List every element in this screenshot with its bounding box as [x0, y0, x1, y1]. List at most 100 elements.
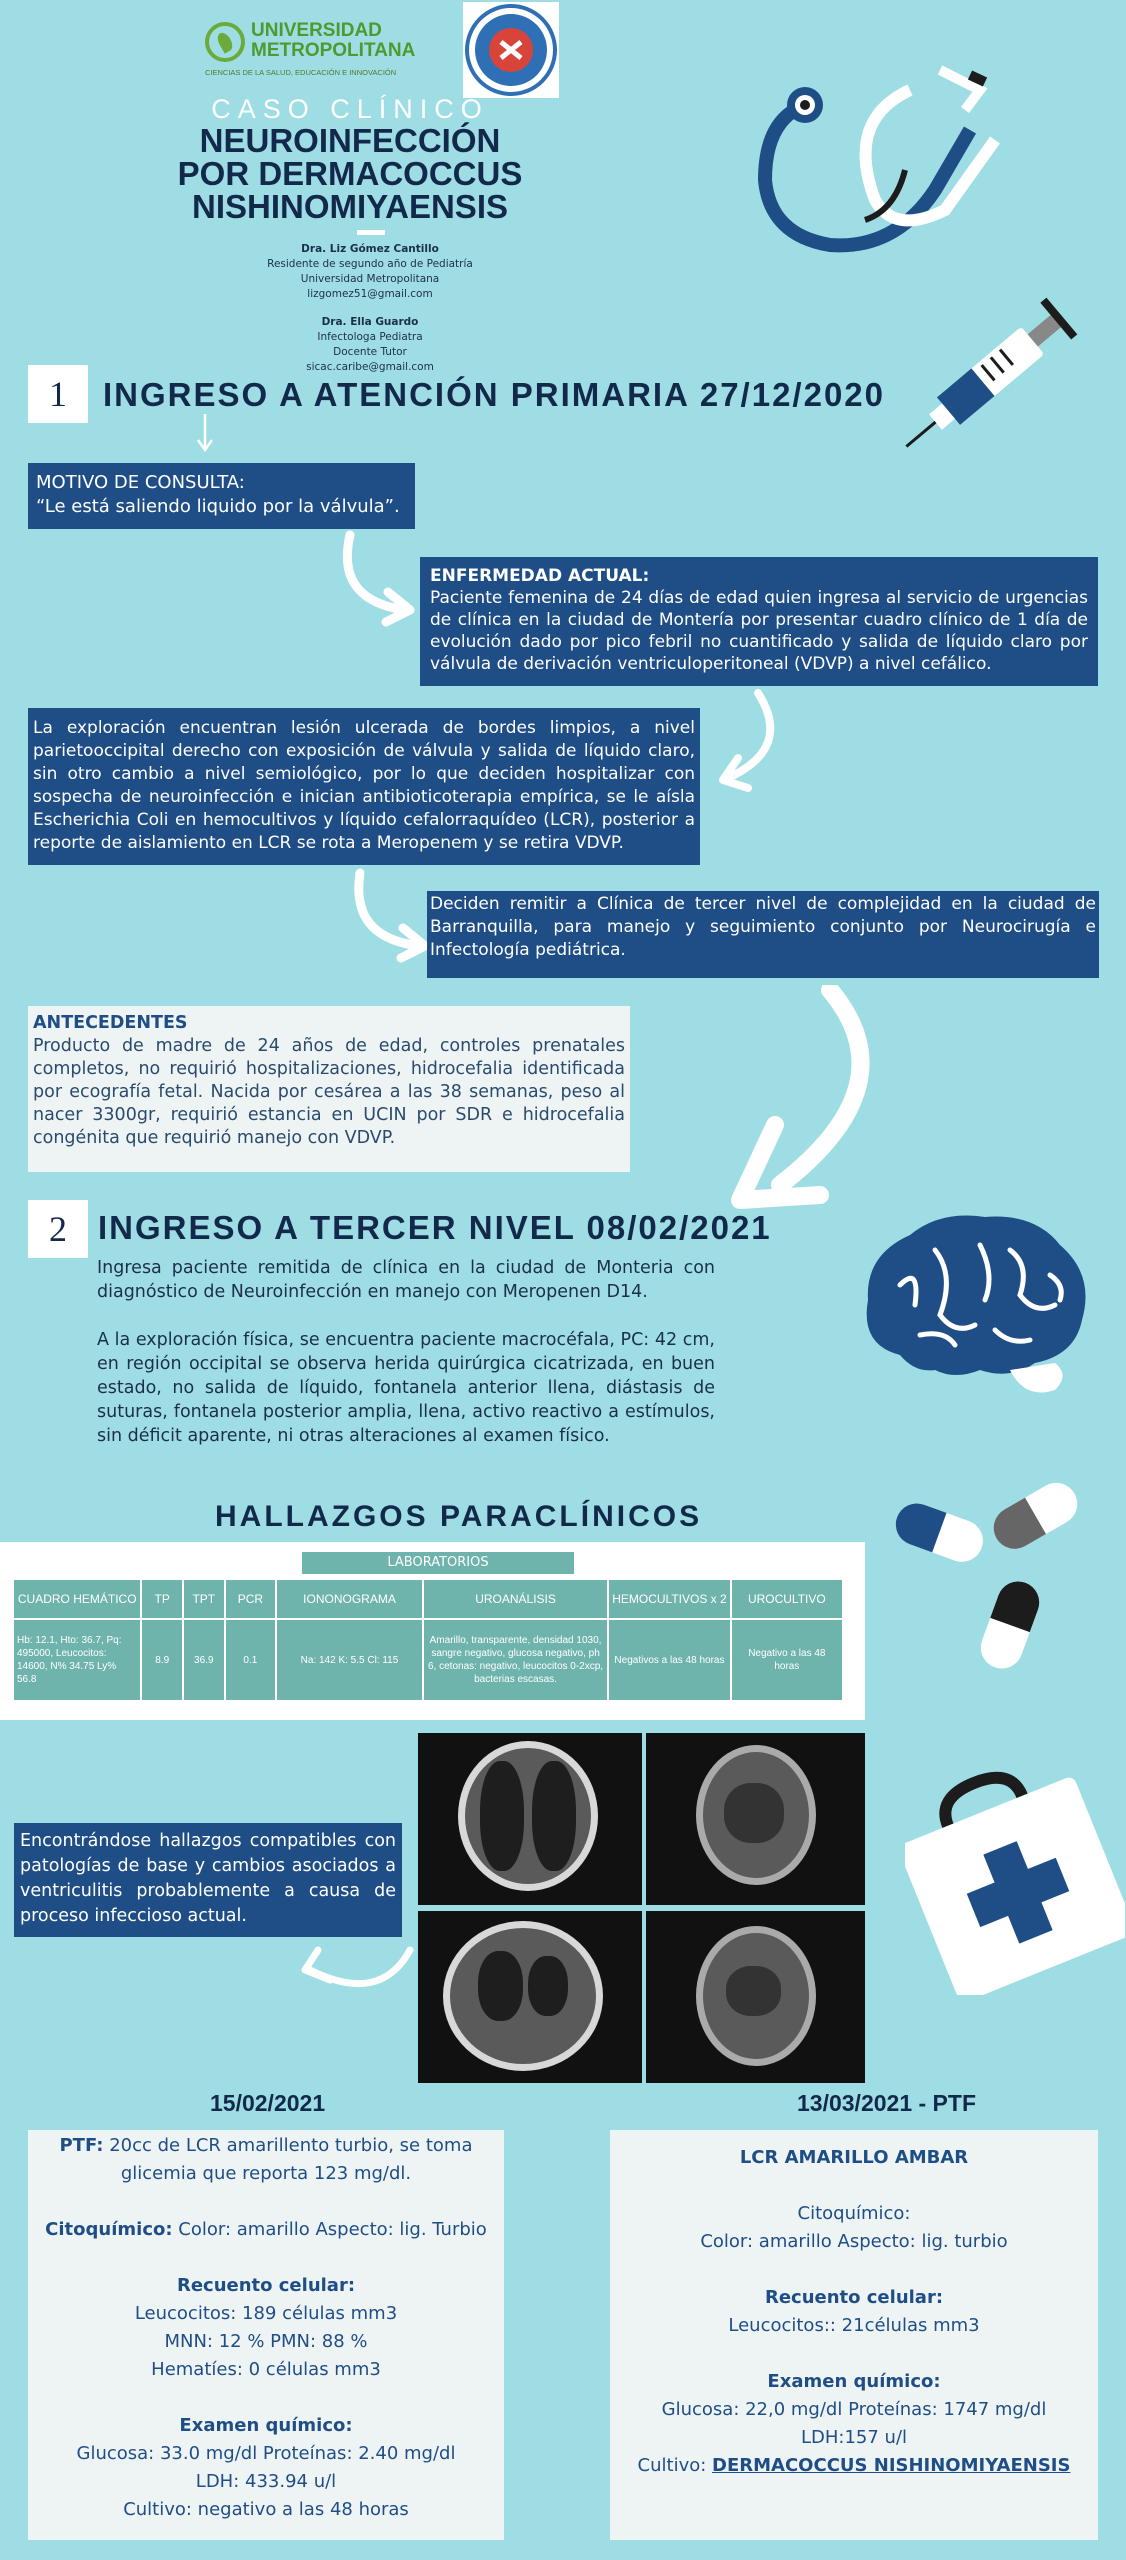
author1-inst: Universidad Metropolitana	[300, 273, 440, 285]
case-label: CASO CLÍNICO	[211, 94, 489, 124]
motivo-box: MOTIVO DE CONSULTA: “Le está saliendo li…	[28, 463, 415, 529]
card2-quimico-label: Examen químico:	[767, 2371, 941, 2392]
lab-header-row: CUADRO HEMÁTICO TP TPT PCR IONONOGRAMA U…	[14, 1580, 842, 1618]
card1-cito-label: Citoquímico:	[45, 2219, 173, 2240]
table-row: Hb: 12.1, Hto: 36.7, Pq: 495000, Leucoci…	[14, 1620, 842, 1700]
title-line-2: POR DERMACOCCUS	[177, 155, 523, 192]
first-aid-kit-icon	[905, 1771, 1125, 1995]
ct-image-3	[418, 1911, 642, 2083]
author2-inst: Docente Tutor	[333, 346, 407, 358]
col-hemocultivos: HEMOCULTIVOS x 2	[609, 1580, 730, 1618]
remision-text: Deciden remitir a Clínica de tercer nive…	[430, 894, 1096, 960]
leaf-icon	[205, 22, 245, 62]
card2-q2: LDH:157 u/l	[800, 2427, 908, 2448]
antecedentes-label: ANTECEDENTES	[33, 1013, 188, 1033]
brain-icon	[866, 1215, 1086, 1393]
title-line-3: NISHINOMIYAENSIS	[191, 188, 508, 225]
logo-line2: METROPOLITANA	[251, 40, 416, 61]
card2-heading: LCR AMARILLO AMBAR	[739, 2147, 969, 2168]
curved-arrow-icon	[342, 530, 415, 627]
card1-rec3: Hematíes: 0 células mm3	[151, 2359, 381, 2380]
card2-cultivo-label: Cultivo:	[637, 2455, 713, 2476]
author2-role: Infectologa Pediatra	[317, 331, 423, 343]
col-tp: TP	[142, 1580, 182, 1618]
col-pcr: PCR	[225, 1580, 276, 1618]
title-line-1: NEUROINFECCIÓN	[199, 122, 501, 159]
curved-arrow-icon	[719, 689, 775, 792]
authors-block: Dra. Liz Gómez Cantillo Residente de seg…	[230, 242, 510, 375]
card2-cito-text: Color: amarillo Aspecto: lig. turbio	[700, 2231, 1008, 2252]
card2-q1: Glucosa: 22,0 mg/dl Proteínas: 1747 mg/d…	[661, 2399, 1047, 2420]
cell-ionograma: Na: 142 K: 5.5 Cl: 115	[277, 1620, 422, 1700]
card1-q2: LDH: 433.94 u/l	[195, 2471, 337, 2492]
ct-summary-text: Encontrándose hallazgos compatibles con …	[20, 1831, 396, 1926]
down-arrow-icon	[196, 414, 214, 453]
author1-email: lizgomez51@gmail.com	[307, 288, 433, 300]
card2-cito-label: Citoquímico:	[797, 2203, 911, 2224]
card2-cultivo-value: DERMACOCCUS NISHINOMIYAENSIS	[712, 2455, 1071, 2476]
divider	[357, 230, 385, 235]
exploracion-text: La exploración encuentran lesión ulcerad…	[33, 718, 695, 853]
enfermedad-text: Paciente femenina de 24 días de edad qui…	[430, 588, 1088, 674]
card2-recuento-label: Recuento celular:	[764, 2287, 944, 2308]
cell-cuadro: Hb: 12.1, Hto: 36.7, Pq: 495000, Leucoci…	[14, 1620, 141, 1700]
card1-q1: Glucosa: 33.0 mg/dl Proteínas: 2.40 mg/d…	[76, 2443, 456, 2464]
col-cuadro: CUADRO HEMÁTICO	[14, 1580, 141, 1618]
col-tpt: TPT	[183, 1580, 224, 1618]
card1: PTF: 20cc de LCR amarillento turbio, se …	[28, 2130, 504, 2540]
cell-hemocultivos: Negativos a las 48 horas	[609, 1620, 730, 1700]
lab-table: CUADRO HEMÁTICO TP TPT PCR IONONOGRAMA U…	[12, 1578, 844, 1702]
pills-icon	[895, 1482, 1078, 1669]
card1-ptf-label: PTF:	[59, 2135, 104, 2156]
section1-number: 1	[28, 365, 88, 423]
col-urocultivo: UROCULTIVO	[731, 1580, 842, 1618]
section2-number: 2	[28, 1200, 88, 1258]
author1-role: Residente de segundo año de Pediatría	[267, 258, 473, 270]
card1-ptf-text: 20cc de LCR amarillento turbio, se toma …	[103, 2135, 473, 2184]
page-title: NEUROINFECCIÓN POR DERMACOCCUS NISHINOMI…	[140, 124, 560, 223]
section2-p2: A la exploración física, se encuentra pa…	[97, 1330, 715, 1446]
author2-email: sicac.caribe@gmail.com	[306, 361, 434, 373]
enfermedad-box: ENFERMEDAD ACTUAL: Paciente femenina de …	[420, 557, 1098, 686]
ct-image-2	[646, 1733, 865, 1905]
antecedentes-box: ANTECEDENTES Producto de madre de 24 año…	[28, 1006, 630, 1172]
logo-line1: UNIVERSIDAD	[251, 20, 382, 41]
cell-urocultivo: Negativo a las 48 horas	[731, 1620, 842, 1700]
card1-cito-text: Color: amarillo Aspecto: lig. Turbio	[172, 2219, 487, 2240]
stethoscope-icon	[757, 65, 1000, 253]
author2-name: Dra. Ella Guardo	[321, 316, 419, 328]
remision-box: Deciden remitir a Clínica de tercer nive…	[427, 891, 1099, 978]
author1-name: Dra. Liz Gómez Cantillo	[301, 243, 439, 255]
ct-image-4	[646, 1911, 865, 2083]
card1-q3: Cultivo: negativo a las 48 horas	[123, 2499, 409, 2520]
seal-logo	[463, 2, 559, 98]
antecedentes-text: Producto de madre de 24 años de edad, co…	[33, 1036, 625, 1148]
cell-tp: 8.9	[142, 1620, 182, 1700]
card1-quimico-label: Examen químico:	[179, 2415, 353, 2436]
motivo-label: MOTIVO DE CONSULTA:	[36, 472, 245, 493]
logo-tagline: CIENCIAS DE LA SALUD, EDUCACIÓN E INNOVA…	[205, 68, 397, 77]
col-uroanalisis: UROANÁLISIS	[423, 1580, 608, 1618]
syringe-icon	[905, 297, 1078, 448]
lab-header: LABORATORIOS	[302, 1552, 574, 1574]
hallazgos-title: HALLAZGOS PARACLÍNICOS	[215, 1500, 703, 1533]
ct-summary-box: Encontrándose hallazgos compatibles con …	[14, 1823, 402, 1937]
section2-title: INGRESO A TERCER NIVEL 08/02/2021	[98, 1209, 772, 1246]
curved-arrow-icon	[731, 985, 870, 1209]
cell-pcr: 0.1	[225, 1620, 276, 1700]
card1-rec1: Leucocitos: 189 células mm3	[134, 2303, 398, 2324]
section2-p1: Ingresa paciente remitida de clínica en …	[97, 1258, 715, 1302]
card1-rec2: MNN: 12 % PMN: 88 %	[164, 2331, 368, 2352]
curved-arrow-icon	[301, 1946, 414, 1988]
cell-tpt: 36.9	[183, 1620, 224, 1700]
motivo-text: “Le está saliendo liquido por la válvula…	[36, 496, 400, 517]
card2-rec1: Leucocitos:: 21células mm3	[728, 2315, 980, 2336]
cell-uroanalisis: Amarillo, transparente, densidad 1030, s…	[423, 1620, 608, 1700]
card1-recuento-label: Recuento celular:	[176, 2275, 356, 2296]
col-ionograma: IONONOGRAMA	[277, 1580, 422, 1618]
exploracion-box: La exploración encuentran lesión ulcerad…	[28, 708, 700, 865]
section1-title: INGRESO A ATENCIÓN PRIMARIA 27/12/2020	[103, 376, 886, 413]
section2-text: Ingresa paciente remitida de clínica en …	[97, 1256, 715, 1448]
card2: LCR AMARILLO AMBAR Citoquímico: Color: a…	[610, 2130, 1098, 2540]
curved-arrow-icon	[354, 868, 430, 963]
